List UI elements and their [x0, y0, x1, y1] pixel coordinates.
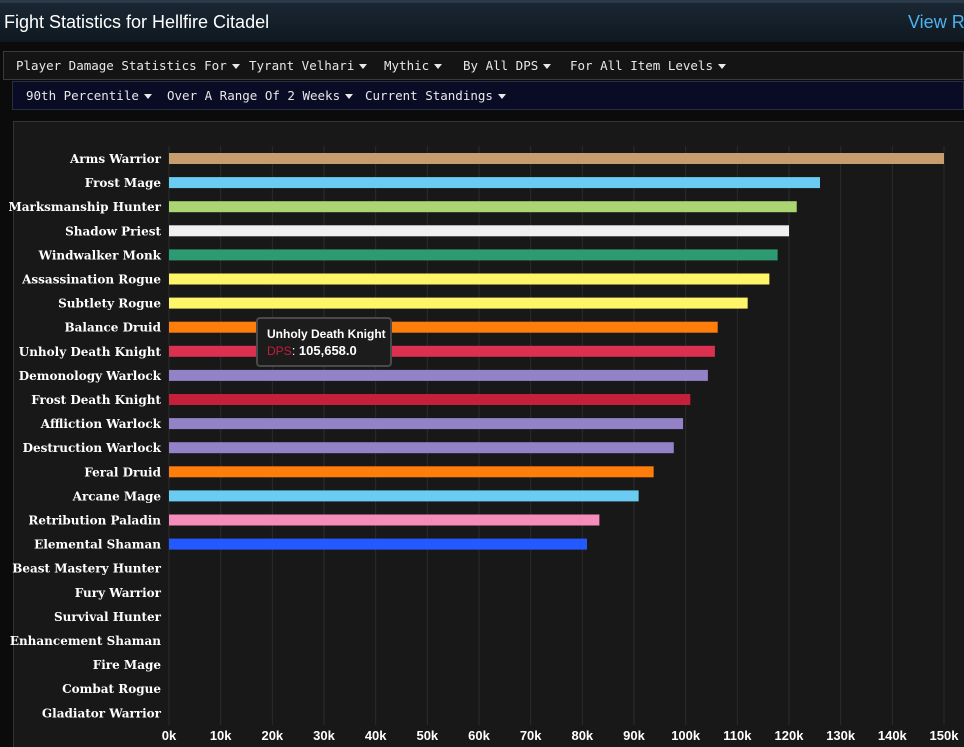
filter-time-range[interactable]: Over A Range Of 2 Weeks [167, 88, 354, 103]
filter-standings[interactable]: Current Standings [365, 88, 506, 103]
filter-role[interactable]: By All DPS [463, 58, 552, 73]
page-title: Fight Statistics for Hellfire Citadel [4, 12, 270, 32]
bar[interactable] [169, 442, 674, 454]
filter-statistics-type[interactable]: Player Damage Statistics For [16, 58, 240, 73]
category-label: Gladiator Warrior [42, 706, 162, 720]
category-label: Affliction Warlock [40, 417, 162, 431]
filter-boss[interactable]: Tyrant Velhari [249, 58, 368, 73]
bar[interactable] [169, 490, 639, 502]
x-tick-label: 30k [313, 728, 335, 743]
x-tick-label: 80k [571, 728, 593, 743]
category-label: Retribution Paladin [28, 514, 161, 528]
caret-down-icon [434, 64, 443, 69]
bar[interactable] [169, 466, 654, 478]
x-tick-label: 20k [261, 728, 283, 743]
category-label: Frost Mage [85, 176, 162, 190]
category-label: Survival Hunter [54, 610, 162, 624]
x-tick-label: 50k [416, 728, 438, 743]
caret-down-icon [543, 64, 552, 69]
caret-down-icon [231, 64, 240, 69]
filter-bar-secondary: 90th Percentile Over A Range Of 2 Weeks … [12, 81, 964, 110]
caret-down-icon [497, 94, 506, 99]
category-label: Marksmanship Hunter [8, 200, 161, 214]
bar[interactable] [169, 177, 820, 189]
tooltip-value-line: DPS: 105,658.0 [267, 343, 357, 358]
category-label: Arms Warrior [69, 152, 162, 166]
category-label: Destruction Warlock [23, 441, 162, 455]
bar[interactable] [169, 297, 748, 309]
filter-percentile[interactable]: 90th Percentile [26, 88, 152, 103]
tooltip-metric-value: 105,658.0 [298, 343, 357, 358]
x-tick-label: 70k [520, 728, 542, 743]
category-label: Demonology Warlock [19, 369, 162, 383]
x-tick-label: 90k [623, 728, 645, 743]
caret-down-icon [718, 64, 726, 69]
bar[interactable] [169, 418, 684, 430]
bar[interactable] [169, 249, 778, 261]
tooltip-spec-name: Unholy Death Knight [267, 327, 386, 341]
x-tick-label: 110k [723, 728, 752, 743]
caret-down-icon [359, 64, 368, 69]
category-label: Elemental Shaman [34, 538, 161, 552]
page-header: Fight Statistics for Hellfire Citadel Vi… [0, 0, 964, 42]
caret-down-icon [345, 94, 354, 99]
bar[interactable] [169, 225, 789, 237]
category-label: Frost Death Knight [31, 393, 161, 407]
bar[interactable] [169, 514, 600, 526]
category-label: Fire Mage [93, 658, 162, 672]
bar[interactable] [169, 273, 770, 285]
category-label: Feral Druid [84, 465, 161, 479]
bar[interactable] [169, 153, 944, 164]
category-label: Beast Mastery Hunter [12, 562, 161, 576]
category-label: Fury Warrior [75, 586, 162, 600]
bar[interactable] [169, 394, 691, 405]
category-label: Assassination Rogue [21, 273, 161, 287]
filter-bar-primary: Player Damage Statistics For Tyrant Velh… [3, 51, 964, 80]
filter-item-level[interactable]: For All Item Levels [570, 58, 726, 73]
view-link[interactable]: View R [908, 12, 964, 32]
x-tick-label: 10k [210, 728, 232, 743]
bar[interactable] [169, 201, 797, 213]
x-tick-label: 0k [162, 728, 177, 743]
category-label: Enhancement Shaman [10, 634, 161, 648]
caret-down-icon [143, 94, 152, 99]
x-tick-label: 140k [878, 728, 908, 743]
category-label: Subtlety Rogue [58, 297, 161, 311]
category-label: Shadow Priest [65, 224, 161, 238]
category-label: Arcane Mage [72, 489, 162, 503]
x-tick-label: 150k [930, 728, 960, 743]
bar[interactable] [169, 369, 708, 381]
x-tick-label: 60k [468, 728, 490, 743]
bar[interactable] [169, 345, 715, 357]
x-tick-label: 40k [365, 728, 387, 743]
category-label: Balance Druid [65, 321, 162, 335]
tooltip-metric-label: DPS [267, 344, 292, 358]
bar[interactable] [169, 538, 587, 550]
filter-difficulty[interactable]: Mythic [384, 58, 443, 73]
x-tick-label: 100k [671, 728, 701, 743]
bar[interactable] [169, 321, 718, 333]
x-tick-label: 120k [775, 728, 805, 743]
category-label: Unholy Death Knight [19, 345, 162, 359]
category-label: Combat Rogue [62, 682, 161, 696]
x-tick-label: 130k [826, 728, 856, 743]
bar-tooltip: Unholy Death Knight DPS: 105,658.0 [256, 317, 392, 367]
category-label: Windwalker Monk [38, 248, 162, 262]
